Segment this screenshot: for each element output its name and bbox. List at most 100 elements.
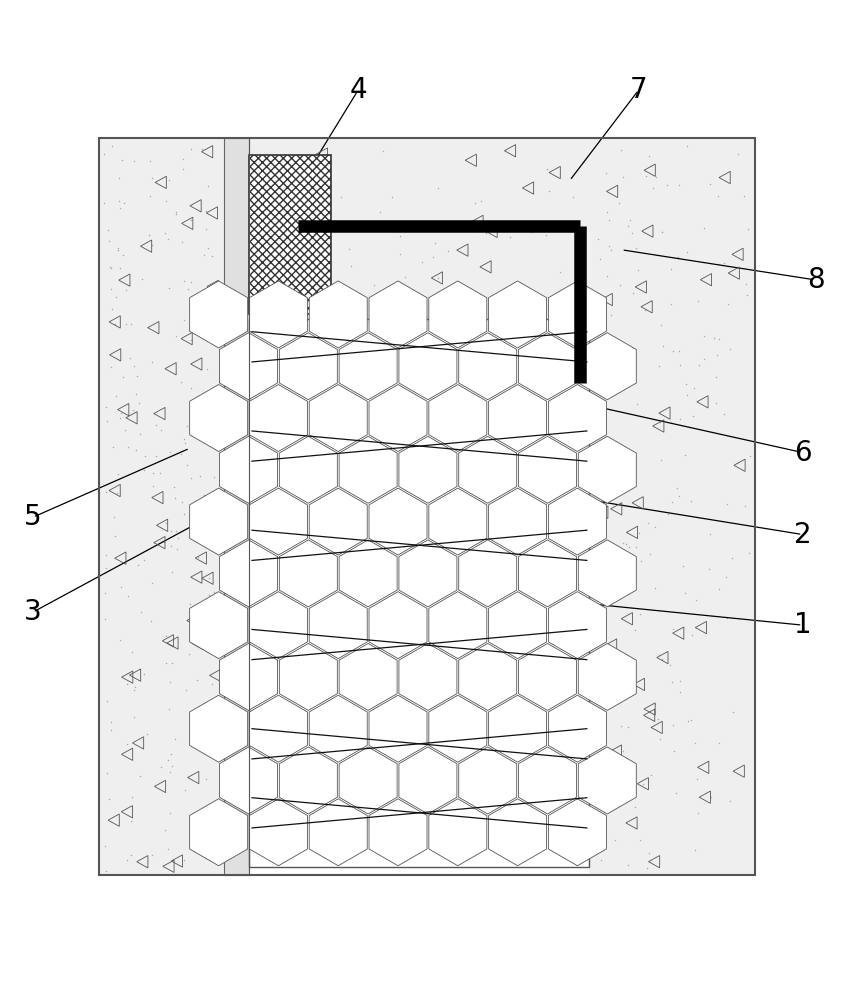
Point (112, 170, 126, 186)
Point (712, 331, 726, 347)
Polygon shape (339, 747, 397, 814)
Point (591, 733, 605, 749)
Point (605, 307, 619, 323)
Point (626, 225, 639, 241)
Point (208, 281, 222, 297)
Point (723, 341, 737, 357)
Point (429, 235, 443, 251)
Point (612, 591, 626, 607)
Point (191, 672, 205, 688)
Point (622, 539, 636, 555)
Point (102, 791, 116, 807)
Point (621, 857, 635, 873)
Point (203, 430, 217, 446)
Point (121, 439, 135, 455)
Point (129, 386, 143, 402)
Point (137, 552, 151, 568)
Point (104, 260, 117, 276)
Point (594, 702, 608, 718)
Point (180, 682, 193, 698)
Polygon shape (519, 747, 576, 814)
Point (163, 805, 177, 821)
Point (739, 498, 753, 514)
Point (633, 832, 646, 848)
Bar (224, 138, 249, 875)
Point (123, 847, 137, 863)
Point (652, 647, 666, 663)
Point (432, 180, 445, 196)
Point (592, 653, 606, 669)
Polygon shape (578, 436, 636, 503)
Point (200, 361, 214, 377)
Point (110, 485, 123, 501)
Point (105, 301, 119, 317)
Point (629, 240, 643, 256)
Point (184, 596, 198, 612)
Point (98, 611, 112, 627)
Point (393, 228, 406, 244)
Point (660, 177, 674, 193)
Point (195, 410, 209, 426)
Point (100, 765, 114, 781)
Bar (589, 138, 755, 875)
Point (124, 316, 138, 332)
Point (164, 538, 178, 554)
Point (190, 735, 204, 751)
Point (104, 714, 118, 730)
Point (607, 561, 620, 577)
Point (149, 448, 163, 464)
Point (98, 547, 112, 563)
Point (128, 358, 142, 374)
Polygon shape (339, 333, 397, 400)
Point (669, 785, 683, 801)
Point (207, 469, 221, 485)
Polygon shape (280, 436, 337, 503)
Point (323, 286, 337, 302)
Point (145, 237, 159, 253)
Point (720, 569, 734, 585)
Point (99, 863, 113, 879)
Point (682, 713, 696, 729)
Point (161, 231, 175, 247)
Polygon shape (488, 488, 546, 555)
Point (184, 212, 198, 228)
Point (135, 271, 148, 287)
Point (690, 592, 703, 608)
Point (621, 218, 635, 234)
Point (680, 387, 694, 403)
Point (368, 277, 381, 293)
Point (205, 248, 219, 264)
Point (599, 165, 613, 181)
Point (553, 264, 567, 280)
Polygon shape (339, 436, 397, 503)
Point (696, 328, 710, 344)
Point (258, 186, 272, 202)
Point (176, 151, 190, 167)
Point (178, 435, 192, 451)
Point (260, 268, 274, 284)
Point (614, 718, 627, 734)
Polygon shape (190, 281, 248, 348)
Point (651, 711, 665, 727)
Point (146, 465, 160, 481)
Point (113, 260, 127, 276)
Point (656, 338, 670, 354)
Point (648, 519, 662, 535)
Point (654, 452, 668, 468)
Point (110, 388, 123, 404)
Point (686, 408, 700, 424)
Point (138, 448, 152, 464)
Point (666, 343, 680, 359)
Point (641, 515, 655, 531)
Polygon shape (249, 385, 307, 451)
Polygon shape (488, 799, 546, 866)
Point (180, 457, 194, 473)
Point (385, 189, 399, 205)
Point (107, 509, 121, 525)
Point (621, 719, 635, 735)
Point (163, 674, 177, 690)
Point (205, 699, 218, 715)
Polygon shape (369, 799, 427, 866)
Point (128, 153, 142, 169)
Point (185, 499, 198, 515)
